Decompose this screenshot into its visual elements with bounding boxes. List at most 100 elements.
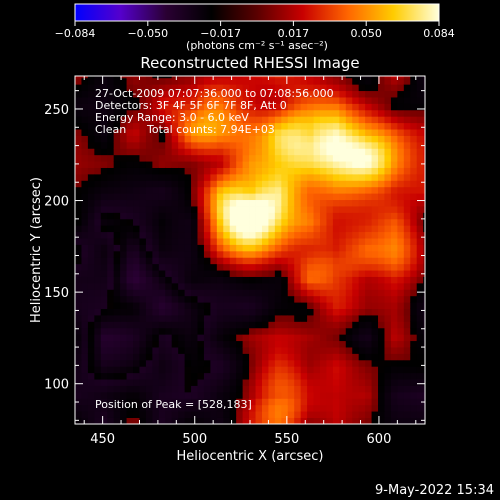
heatmap-cell: [229, 295, 237, 303]
heatmap-cell: [197, 282, 205, 290]
heatmap-cell: [139, 366, 147, 374]
heatmap-cell: [242, 103, 250, 111]
heatmap-cell: [210, 77, 218, 85]
heatmap-cell: [281, 129, 289, 136]
heatmap-cell: [274, 257, 282, 265]
heatmap-cell: [171, 77, 179, 85]
heatmap-cell: [191, 161, 198, 168]
heatmap-cell: [390, 103, 398, 111]
heatmap-cell: [371, 417, 379, 424]
heatmap-cell: [287, 212, 295, 220]
heatmap-cell: [249, 379, 256, 386]
heatmap-cell: [120, 97, 127, 104]
heatmap-cell: [287, 347, 295, 354]
heatmap-cell: [94, 129, 102, 136]
heatmap-cell: [294, 206, 302, 213]
heatmap-cell: [242, 225, 250, 233]
heatmap-cell: [339, 257, 347, 265]
heatmap-cell: [345, 129, 353, 136]
heatmap-cell: [158, 289, 166, 297]
colorbar-tick-label: 0.017: [278, 27, 310, 40]
heatmap-cell: [87, 411, 95, 418]
heatmap-cell: [287, 154, 295, 162]
heatmap-cell: [236, 116, 244, 124]
heatmap-cell: [236, 315, 244, 322]
heatmap-cell: [274, 398, 282, 406]
heatmap-cell: [287, 327, 295, 335]
heatmap-cell: [410, 161, 418, 168]
heatmap-cell: [384, 238, 392, 245]
heatmap-cell: [81, 366, 89, 374]
heatmap-cell: [339, 295, 347, 303]
heatmap-cell: [371, 315, 379, 322]
heatmap-cell: [242, 116, 250, 124]
heatmap-cell: [216, 276, 224, 284]
heatmap-cell: [229, 161, 237, 168]
heatmap-cell: [94, 90, 102, 98]
heatmap-cell: [178, 97, 186, 104]
heatmap-cell: [261, 97, 269, 104]
heatmap-cell: [203, 334, 211, 342]
heatmap-cell: [274, 161, 282, 168]
heatmap-cell: [300, 161, 308, 168]
heatmap-cell: [423, 193, 425, 201]
heatmap-cell: [100, 270, 108, 277]
heatmap-cell: [320, 282, 327, 290]
heatmap-cell: [274, 109, 282, 117]
heatmap-cell: [390, 321, 398, 329]
heatmap-cell: [126, 167, 134, 175]
heatmap-cell: [197, 186, 205, 194]
heatmap-cell: [223, 129, 231, 136]
heatmap-cell: [165, 109, 173, 117]
heatmap-cell: [236, 76, 244, 79]
heatmap-cell: [371, 391, 379, 399]
heatmap-cell: [94, 231, 102, 239]
heatmap-cell: [287, 135, 295, 143]
heatmap-cell: [107, 193, 115, 201]
heatmap-cell: [268, 282, 276, 290]
heatmap-cell: [145, 76, 153, 79]
heatmap-cell: [197, 244, 205, 252]
heatmap-cell: [332, 129, 340, 136]
heatmap-cell: [274, 76, 282, 79]
heatmap-cell: [313, 116, 321, 124]
heatmap-cell: [184, 90, 192, 98]
heatmap-cell: [184, 276, 192, 284]
heatmap-cell: [158, 231, 166, 239]
heatmap-cell: [94, 186, 102, 194]
heatmap-cell: [320, 315, 327, 322]
heatmap-cell: [307, 141, 314, 149]
heatmap-cell: [352, 379, 360, 386]
heatmap-cell: [403, 97, 411, 104]
heatmap-cell: [255, 282, 263, 290]
heatmap-cell: [307, 148, 314, 156]
heatmap-cell: [152, 238, 160, 245]
heatmap-cell: [307, 186, 314, 194]
heatmap-cell: [184, 186, 192, 194]
heatmap-cell: [255, 231, 263, 239]
heatmap-cell: [223, 289, 231, 297]
heatmap-cell: [197, 308, 205, 316]
heatmap-cell: [94, 199, 102, 207]
heatmap-cell: [197, 250, 205, 258]
heatmap-cell: [249, 257, 256, 265]
heatmap-cell: [384, 308, 392, 316]
heatmap-cell: [145, 238, 153, 245]
heatmap-cell: [126, 135, 134, 143]
heatmap-cell: [281, 257, 289, 265]
heatmap-cell: [326, 206, 334, 213]
heatmap-cell: [229, 167, 237, 175]
heatmap-cell: [223, 238, 231, 245]
heatmap-cell: [358, 302, 366, 310]
heatmap-cell: [345, 385, 353, 393]
heatmap-cell: [300, 315, 308, 322]
heatmap-cell: [326, 321, 334, 329]
heatmap-cell: [126, 225, 134, 233]
heatmap-cell: [397, 308, 405, 316]
heatmap-cell: [81, 257, 89, 265]
heatmap-cell: [94, 173, 102, 181]
heatmap-cell: [236, 148, 244, 156]
heatmap-cell: [390, 263, 398, 271]
heatmap-cell: [184, 289, 192, 297]
heatmap-cell: [216, 263, 224, 271]
